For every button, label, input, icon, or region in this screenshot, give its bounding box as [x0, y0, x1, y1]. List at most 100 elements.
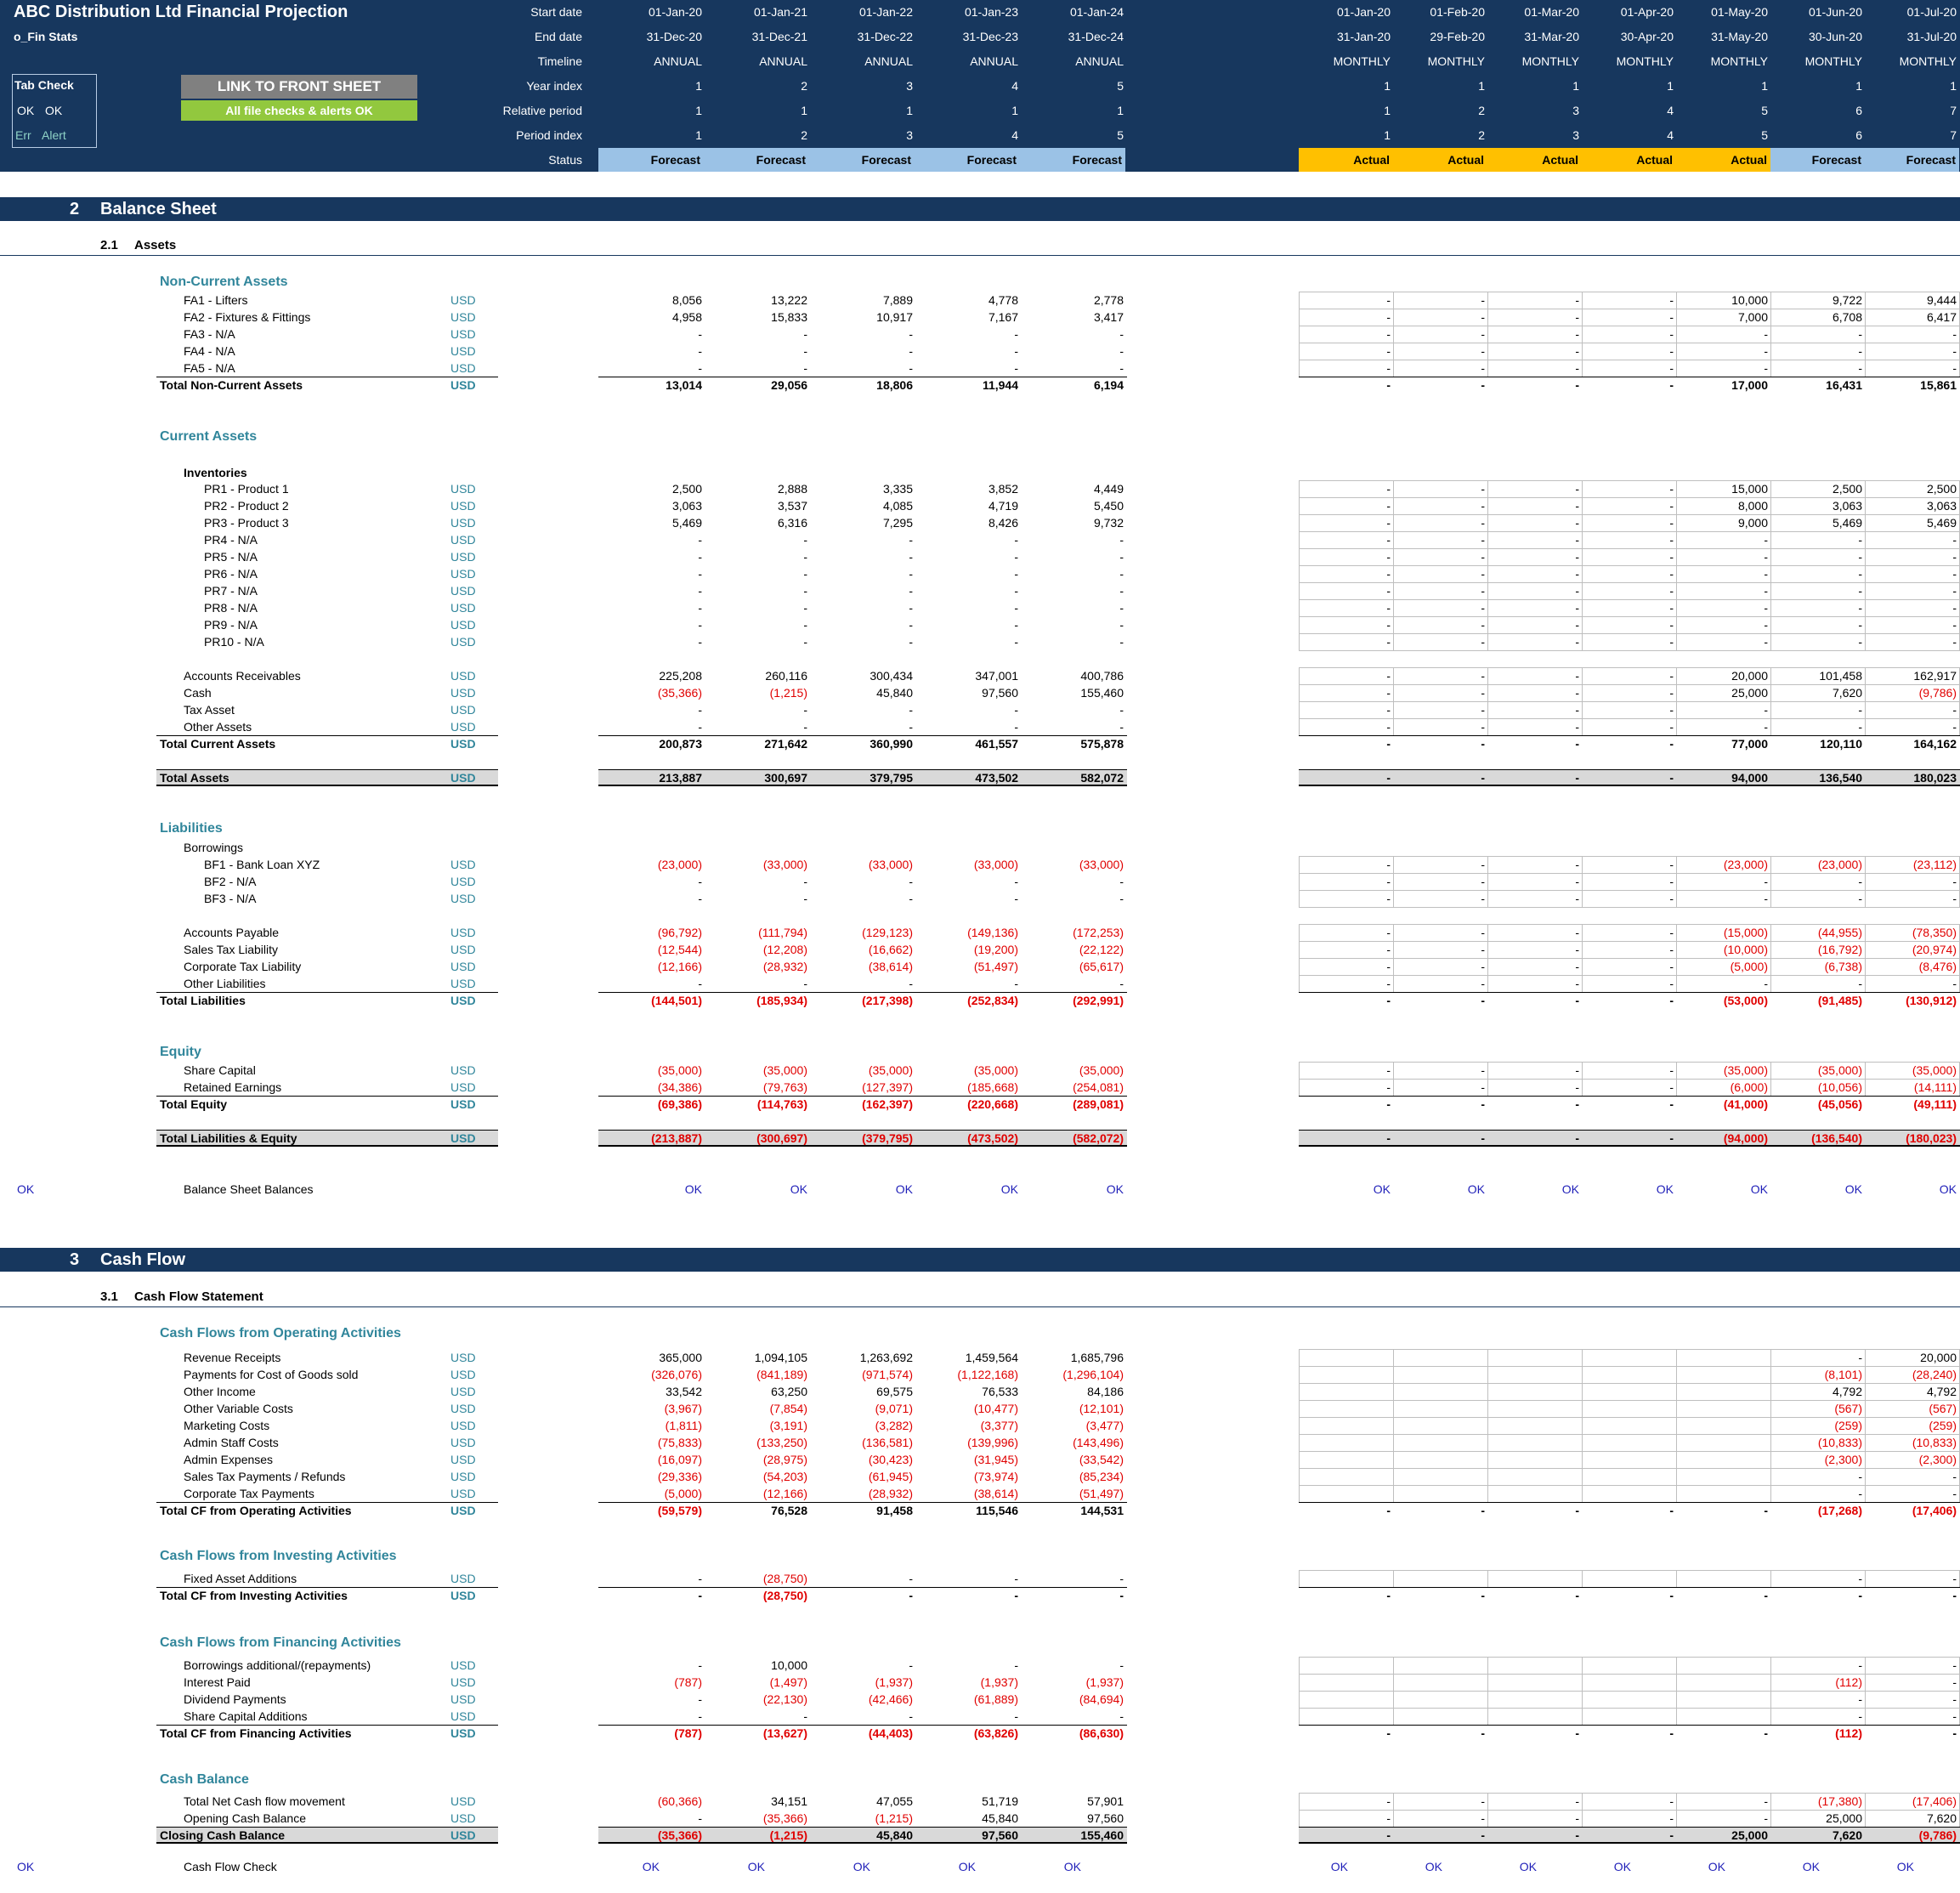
grand-total-band-monthly: [1299, 1827, 1960, 1844]
monthly-value: -: [1386, 1097, 1391, 1111]
header-annual-start: 01-Jan-24: [1069, 5, 1124, 19]
monthly-input-cell: [1582, 1417, 1677, 1435]
annual-value: (34,386): [657, 1080, 702, 1094]
monthly-input-cell: [1676, 1657, 1771, 1675]
annual-value: (59,579): [657, 1504, 702, 1517]
monthly-value: (10,000): [1723, 943, 1768, 956]
monthly-value: -: [1481, 310, 1485, 324]
total-rule: [1299, 992, 1960, 993]
annual-value: 9,732: [1093, 516, 1124, 530]
monthly-value: -: [1575, 1504, 1579, 1517]
link-to-front-sheet-button[interactable]: LINK TO FRONT SHEET: [181, 75, 417, 99]
annual-value: -: [909, 1572, 913, 1585]
status-actual-badge: Actual: [1676, 148, 1770, 172]
annual-value: (69,386): [657, 1097, 702, 1111]
total-rule: [1299, 1502, 1960, 1503]
monthly-input-cell: [1676, 1570, 1771, 1588]
monthly-value: -: [1575, 875, 1579, 888]
monthly-value: 9,000: [1737, 516, 1768, 530]
monthly-value: -: [1858, 1572, 1862, 1585]
monthly-input-cell: [1487, 1434, 1583, 1452]
annual-value: (292,991): [1073, 994, 1124, 1007]
monthly-value: 16,431: [1826, 378, 1862, 392]
monthly-input-cell: [1393, 1657, 1488, 1675]
annual-value: (3,282): [875, 1419, 913, 1432]
monthly-value: -: [1764, 327, 1768, 341]
annual-value: (35,000): [1079, 1063, 1124, 1077]
monthly-value: -: [1764, 875, 1768, 888]
monthly-value: -: [1575, 533, 1579, 547]
monthly-input-cell: [1393, 1691, 1488, 1709]
monthly-value: -: [1386, 1794, 1391, 1808]
monthly-value: 180,023: [1913, 771, 1957, 785]
header-monthly-year-index: 1: [1950, 79, 1957, 93]
row-label: Total CF from Investing Activities: [160, 1589, 348, 1602]
annual-value: -: [1014, 361, 1018, 375]
annual-value: 2,500: [671, 482, 702, 496]
monthly-value: (6,738): [1824, 960, 1862, 973]
monthly-value: -: [1669, 361, 1674, 375]
monthly-value: -: [1386, 875, 1391, 888]
annual-value: -: [698, 703, 702, 717]
cash-flow-check-annual: OK: [1063, 1860, 1081, 1873]
monthly-value: -: [1481, 686, 1485, 700]
header-monthly-start: 01-May-20: [1711, 5, 1768, 19]
row-label: Opening Cash Balance: [184, 1811, 306, 1825]
unit-label: USD: [450, 1131, 476, 1145]
unit-label: USD: [450, 1402, 476, 1415]
annual-value: (85,234): [1079, 1470, 1124, 1483]
annual-value: (19,200): [973, 943, 1018, 956]
unit-label: USD: [450, 550, 476, 564]
operating-activities-heading: Cash Flows from Operating Activities: [160, 1326, 401, 1340]
annual-value: -: [698, 1692, 702, 1706]
monthly-value: -: [1386, 293, 1391, 307]
annual-value: -: [698, 1709, 702, 1723]
monthly-input-cell: [1393, 1434, 1488, 1452]
monthly-value: -: [1481, 601, 1485, 615]
balance-check-monthly: OK: [1561, 1182, 1579, 1196]
monthly-value: -: [1481, 635, 1485, 649]
header-annual-end: 31-Dec-22: [857, 30, 913, 43]
cash-flow-check-monthly: OK: [1330, 1860, 1348, 1873]
annual-value: -: [1119, 1589, 1124, 1602]
unit-label: USD: [450, 310, 476, 324]
unit-label: USD: [450, 499, 476, 513]
monthly-input-cell: [1487, 1417, 1583, 1435]
monthly-value: -: [1575, 1828, 1579, 1842]
monthly-value: -: [1764, 892, 1768, 905]
monthly-value: -: [1386, 533, 1391, 547]
monthly-value: -: [1858, 720, 1862, 734]
annual-value: -: [1119, 703, 1124, 717]
row-label: Other Variable Costs: [184, 1402, 293, 1415]
row-label: Total CF from Operating Activities: [160, 1504, 352, 1517]
monthly-value: -: [1386, 943, 1391, 956]
row-label: Other Income: [184, 1385, 256, 1398]
monthly-value: -: [1669, 686, 1674, 700]
monthly-value: -: [1386, 567, 1391, 581]
unit-label: USD: [450, 635, 476, 649]
header-monthly-year-index: 1: [1572, 79, 1579, 93]
monthly-value: -: [1764, 601, 1768, 615]
monthly-input-cell: [1393, 1383, 1488, 1401]
annual-value: (23,000): [657, 858, 702, 871]
monthly-value: -: [1669, 720, 1674, 734]
monthly-input-cell: [1393, 1468, 1488, 1486]
monthly-value: 25,000: [1731, 1828, 1768, 1842]
monthly-value: -: [1858, 601, 1862, 615]
monthly-value: 15,861: [1920, 378, 1957, 392]
annual-value: -: [1014, 550, 1018, 564]
annual-value: (28,932): [868, 1487, 913, 1500]
monthly-value: 136,540: [1819, 771, 1862, 785]
header-monthly-start: 01-Mar-20: [1524, 5, 1579, 19]
monthly-value: -: [1481, 482, 1485, 496]
total-rule: [156, 735, 498, 736]
balance-check-annual: OK: [895, 1182, 913, 1196]
monthly-value: (15,000): [1723, 926, 1768, 939]
annual-value: -: [698, 327, 702, 341]
header-monthly-end: 31-Jul-20: [1906, 30, 1957, 43]
monthly-input-cell: [1299, 1383, 1394, 1401]
unit-label: USD: [450, 1675, 476, 1689]
monthly-value: -: [1575, 720, 1579, 734]
balance-check-annual: OK: [790, 1182, 807, 1196]
unit-label: USD: [450, 1504, 476, 1517]
